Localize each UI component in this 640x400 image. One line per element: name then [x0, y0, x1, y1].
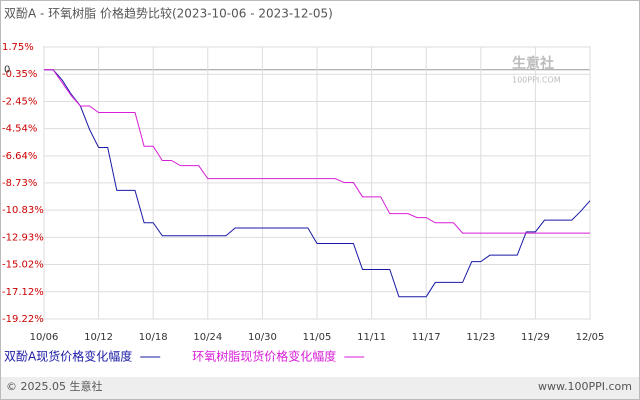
x-tick-label: 10/18 — [139, 332, 168, 343]
legend-label: 环氧树脂现货价格变化幅度 — [192, 349, 336, 364]
series-line — [44, 69, 591, 298]
legend-label: 双酚A现货价格变化幅度 — [4, 349, 132, 364]
x-tick-label: 11/11 — [357, 332, 386, 343]
x-tick-label: 10/30 — [248, 332, 277, 343]
y-tick-label: -17.12% — [2, 287, 44, 298]
y-tick-label: 1.75% — [2, 42, 34, 53]
y-tick-label: -4.54% — [2, 124, 37, 135]
y-tick-label: -19.22% — [2, 314, 44, 325]
chart-title: 双酚A - 环氧树脂 价格趋势比较(2023-10-06 - 2023-12-0… — [4, 6, 333, 21]
x-tick-label: 11/17 — [412, 332, 441, 343]
y-tick-label: -2.45% — [2, 96, 37, 107]
x-tick-label: 10/24 — [193, 332, 222, 343]
y-tick-label: -10.83% — [2, 205, 44, 216]
series-line — [44, 69, 590, 234]
footer-band — [1, 377, 639, 399]
x-tick-label: 12/05 — [576, 332, 605, 343]
y-tick-label: -6.64% — [2, 151, 37, 162]
footer-right: www.100PPI.com — [538, 380, 632, 393]
x-tick-label: 11/05 — [303, 332, 332, 343]
footer-left: © 2025.05 生意社 — [6, 379, 102, 393]
y-tick-label: -12.93% — [2, 232, 44, 243]
x-tick-label: 11/23 — [466, 332, 495, 343]
x-tick-label: 11/29 — [521, 332, 550, 343]
zero-label: 0 — [4, 65, 10, 76]
x-tick-label: 10/06 — [30, 332, 59, 343]
y-tick-label: -8.73% — [2, 178, 37, 189]
y-tick-label: -15.02% — [2, 260, 44, 271]
watermark: 100PPI.COM — [512, 76, 561, 85]
watermark: 生意社 — [512, 55, 554, 72]
x-tick-label: 10/12 — [84, 332, 113, 343]
y-tick-label: -0.35% — [2, 69, 37, 80]
